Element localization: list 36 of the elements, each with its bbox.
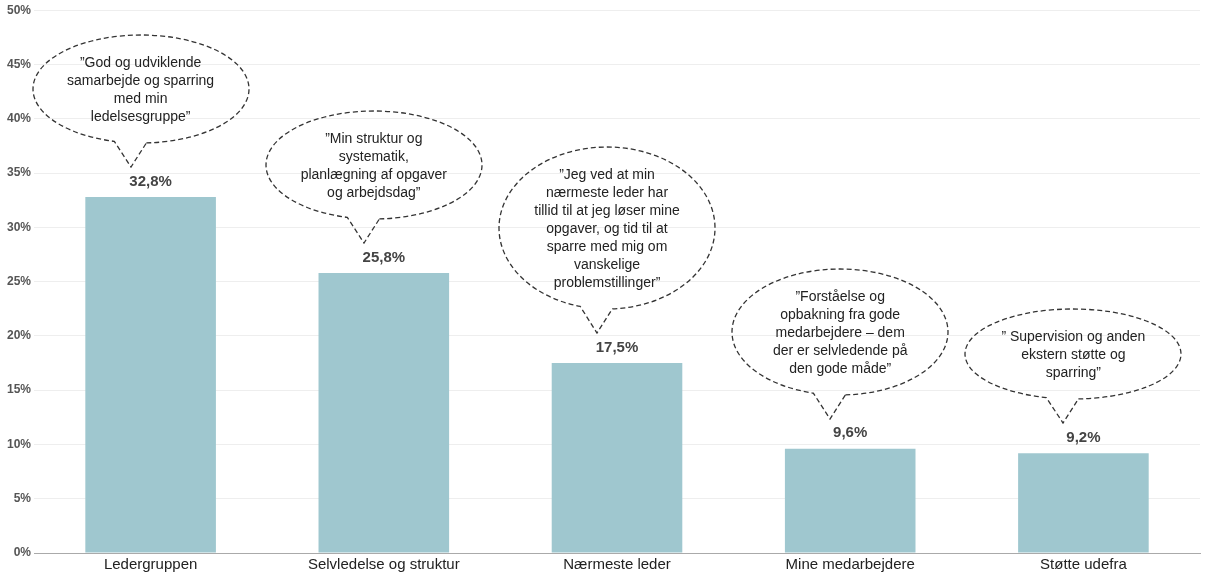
x-tick-label: Nærmeste leder — [563, 555, 671, 573]
speech-bubble: ”Min struktur og systematik, planlægning af opgaver og arbejdsdag” — [263, 108, 484, 243]
y-tick-label: 40% — [6, 111, 32, 126]
annotation: ”Jeg ved at min nærmeste leder har tillid til at jeg løser mine opgaver, og tid til at sparre med mig om vanskelige problemstillinger” — [533, 165, 681, 292]
annotation: ”Forståelse og opbakning fra gode medarbejdere – dem der er selvledende på den gode måde” — [771, 286, 909, 377]
data-label: 9,6% — [833, 423, 868, 441]
y-tick-label: 15% — [6, 382, 32, 397]
x-tick-label: Selvledelse og struktur — [307, 555, 460, 573]
data-label: 9,2% — [1066, 427, 1101, 445]
data-label: 25,8% — [362, 247, 406, 265]
speech-bubble: ”God og udviklende samarbejde og sparring med min ledelsesgruppe” — [30, 32, 251, 167]
annotation: ” Supervision og anden ekstern støtte og sparring” — [1000, 327, 1147, 382]
x-tick-label: Ledergruppen — [103, 555, 198, 573]
y-tick-label: 45% — [6, 56, 32, 71]
x-tick-label: Støtte udefra — [1040, 555, 1128, 573]
y-tick-label: 0% — [13, 545, 32, 560]
data-label: 32,8% — [129, 171, 172, 189]
annotation: ”Min struktur og systematik, planlægning af opgaver og arbejdsdag” — [299, 128, 448, 201]
y-tick-label: 25% — [6, 273, 32, 288]
bar — [85, 196, 216, 553]
bar — [551, 363, 683, 553]
x-tick-label: Mine medarbejdere — [785, 555, 915, 573]
speech-bubble: ”Forståelse og opbakning fra gode medarbejdere – dem der er selvledende på den gode måde” — [730, 266, 951, 419]
y-tick-label: 20% — [6, 328, 32, 343]
y-tick-label: 5% — [13, 491, 32, 506]
speech-bubble: ” Supervision og anden ekstern støtte og sparring” — [963, 307, 1184, 424]
y-tick-label: 50% — [6, 2, 32, 17]
y-tick-label: 30% — [6, 219, 32, 234]
bar — [1018, 453, 1149, 553]
y-tick-label: 35% — [6, 165, 32, 180]
annotation: ”God og udviklende samarbejde og sparring med min ledelsesgruppe” — [66, 52, 216, 125]
speech-bubble: ”Jeg ved at min nærmeste leder har tillid til at jeg løser mine opgaver, og tid til at sparre med mig om vanskelige problemstillinger” — [497, 145, 717, 333]
y-tick-label: 10% — [6, 436, 32, 451]
bar — [784, 448, 916, 553]
data-label: 17,5% — [595, 337, 639, 355]
bar — [318, 272, 450, 553]
